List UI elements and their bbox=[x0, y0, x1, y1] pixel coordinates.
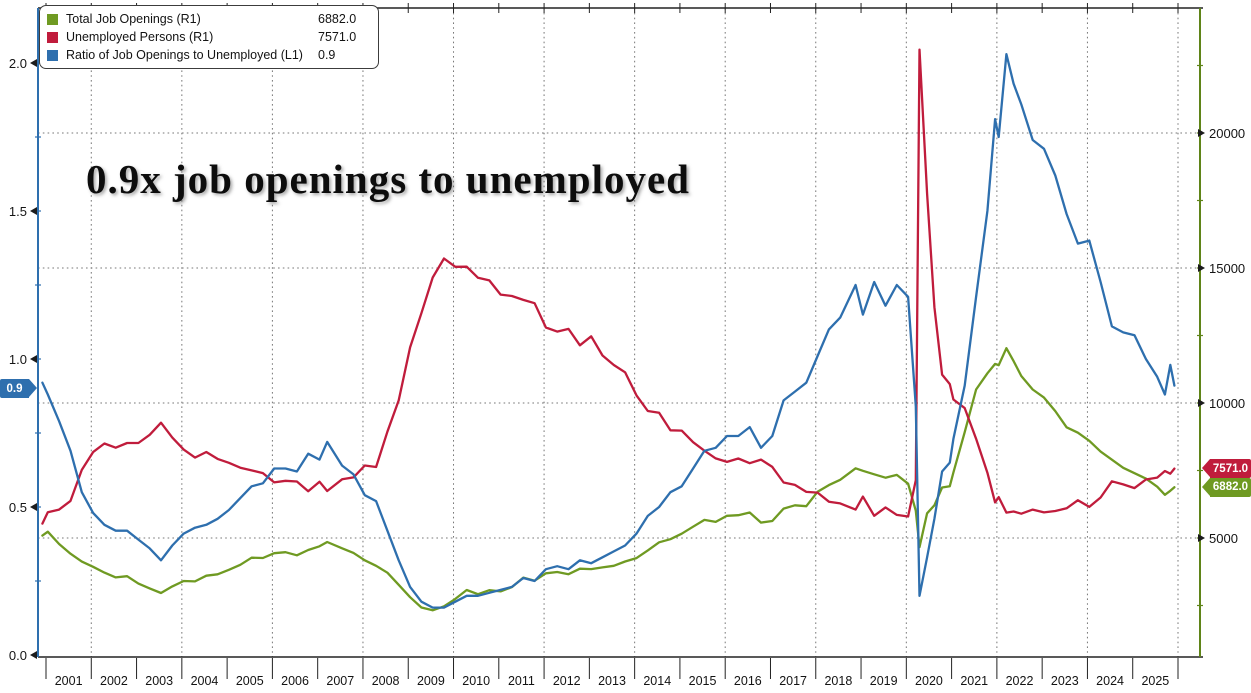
chart-annotation-title: 0.9x job openings to unemployed bbox=[86, 156, 690, 202]
legend-label-ratio: Ratio of Job Openings to Unemployed (L1) bbox=[66, 48, 303, 62]
unemployed-line bbox=[41, 48, 1176, 525]
legend-value-openings: 6882.0 bbox=[318, 12, 357, 26]
openings-current-value: 6882.0 bbox=[1212, 481, 1249, 494]
legend-item-unemployed: Unemployed Persons (R1) 7571.0 bbox=[47, 28, 370, 46]
unemployed-current-value: 7571.0 bbox=[1212, 462, 1249, 475]
legend-value-unemployed: 7571.0 bbox=[318, 30, 357, 44]
badge-pointer bbox=[1202, 459, 1210, 478]
ratio-current-value-badge: 0.9 bbox=[0, 379, 37, 399]
badge-pointer bbox=[29, 379, 37, 398]
ratio-swatch-icon bbox=[47, 49, 58, 61]
ratio-line bbox=[41, 52, 1176, 609]
legend-item-ratio: Ratio of Job Openings to Unemployed (L1)… bbox=[47, 46, 370, 64]
legend-box: Total Job Openings (R1) 6882.0 Unemploye… bbox=[39, 5, 379, 69]
legend-item-openings: Total Job Openings (R1) 6882.0 bbox=[47, 10, 370, 28]
legend-label-unemployed: Unemployed Persons (R1) bbox=[66, 30, 214, 44]
unemployed-current-value-badge: 7571.0 bbox=[1202, 459, 1251, 479]
openings-line bbox=[41, 347, 1176, 612]
openings-swatch-icon bbox=[47, 13, 58, 25]
openings-current-value-badge: 6882.0 bbox=[1202, 477, 1251, 497]
ratio-current-value: 0.9 bbox=[6, 382, 23, 395]
unemployed-swatch-icon bbox=[47, 31, 58, 43]
legend-label-openings: Total Job Openings (R1) bbox=[66, 12, 201, 26]
legend-value-ratio: 0.9 bbox=[318, 48, 336, 62]
badge-pointer bbox=[1202, 477, 1210, 496]
